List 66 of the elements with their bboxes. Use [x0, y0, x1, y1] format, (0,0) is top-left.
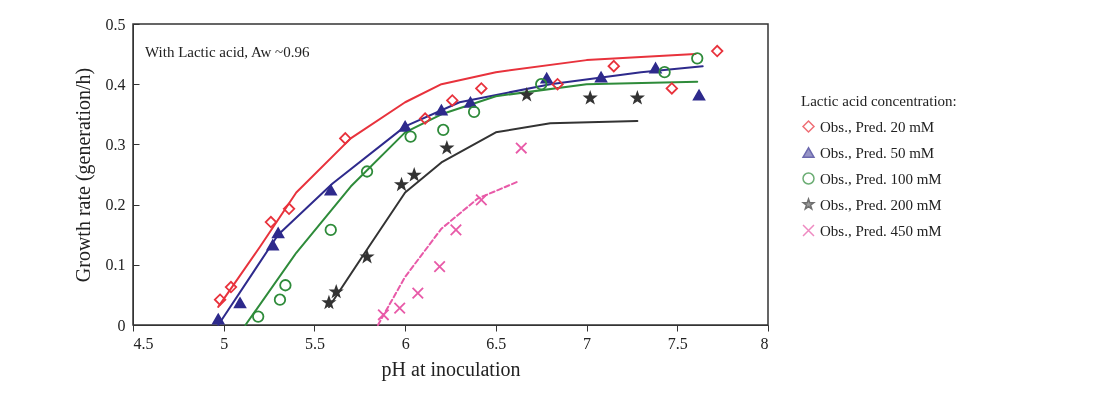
- point: [418, 112, 432, 125]
- point: [437, 123, 450, 137]
- x-tick-label: 8: [760, 334, 769, 352]
- point: [252, 310, 265, 323]
- point: [339, 132, 352, 145]
- point: [691, 52, 704, 65]
- point: [360, 165, 374, 178]
- legend-title: Lactic acid concentration:: [801, 93, 957, 109]
- y-tick-label: 0.1: [105, 256, 126, 274]
- y-tick-label: 0.3: [105, 135, 126, 153]
- legend-label: Obs., Pred. 450 mM: [820, 222, 942, 239]
- point: [446, 94, 459, 107]
- point: [213, 293, 227, 306]
- legend-label: Obs., Pred. 200 mM: [820, 196, 942, 213]
- point: [266, 239, 279, 251]
- point: [273, 293, 287, 306]
- x-tick-label: 6.5: [486, 334, 507, 352]
- point: [535, 78, 548, 91]
- point: [393, 302, 406, 315]
- x-tick-label: 4.5: [133, 334, 154, 352]
- point: [692, 89, 706, 101]
- x-tick-label: 7: [583, 334, 592, 352]
- point: [324, 184, 337, 196]
- point: [324, 223, 337, 237]
- y-tick-label: 0.4: [105, 75, 126, 93]
- point: [449, 223, 463, 237]
- point: [551, 78, 564, 91]
- line-series: [376, 180, 519, 326]
- point: [433, 260, 446, 273]
- point: [515, 141, 528, 155]
- point: [279, 279, 292, 292]
- point: [649, 62, 662, 74]
- point: [233, 297, 247, 309]
- x-tick-label: 7.5: [667, 334, 688, 352]
- annotation: With Lactic acid, Aw ~0.96: [145, 44, 310, 60]
- y-tick-label: 0.2: [105, 196, 126, 214]
- legend-label: Obs., Pred. 50 mM: [820, 144, 935, 161]
- point: [404, 130, 417, 143]
- point: [399, 120, 412, 132]
- x-tick-label: 5.5: [304, 334, 325, 352]
- point: [607, 60, 620, 73]
- x-tick-label: 6: [401, 334, 410, 352]
- point: [475, 193, 488, 206]
- point: [475, 82, 488, 95]
- point: [464, 96, 477, 108]
- point: [282, 202, 296, 215]
- point: [435, 104, 448, 116]
- point: [224, 280, 238, 294]
- y-tick-label: 0: [117, 316, 126, 334]
- y-axis-title: Growth rate (generation/h): [71, 67, 95, 283]
- point: [272, 227, 285, 239]
- legend-label: Obs., Pred. 100 mM: [820, 170, 942, 187]
- x-axis-title: pH at inoculation: [381, 357, 521, 381]
- legend-label: Obs., Pred. 20 mM: [820, 118, 935, 135]
- y-tick-label: 0.5: [105, 15, 126, 33]
- point: [631, 91, 644, 104]
- point: [711, 44, 724, 58]
- x-tick-label: 5: [220, 334, 229, 352]
- point: [411, 286, 424, 300]
- point: [467, 105, 481, 119]
- point: [658, 66, 671, 79]
- point: [665, 82, 678, 95]
- point: [264, 215, 278, 229]
- point: [212, 313, 225, 325]
- point: [594, 71, 608, 83]
- point: [377, 308, 390, 321]
